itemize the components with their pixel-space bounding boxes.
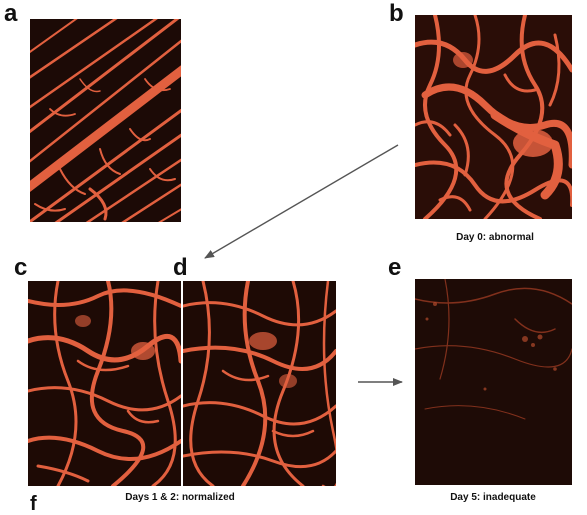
panel-letter-b: b — [389, 0, 404, 27]
micrograph-panel-d — [183, 281, 336, 486]
caption-panels-cd: Days 1 & 2: normalized — [125, 492, 235, 503]
normal-vasculature-image — [30, 19, 181, 222]
micrograph-panel-c — [28, 281, 181, 486]
caption-panel-e: Day 5: inadequate — [450, 492, 536, 503]
normalized-vasculature-image-d — [183, 281, 336, 486]
panel-letter-d: d — [173, 254, 188, 281]
diagonal-arrow-icon — [204, 144, 399, 259]
micrograph-panel-e — [415, 279, 572, 485]
caption-panel-b: Day 0: abnormal — [456, 232, 534, 243]
micrograph-panel-a — [30, 19, 181, 222]
inadequate-vasculature-image — [415, 279, 572, 485]
panel-letter-e: e — [388, 254, 402, 281]
panel-letter-f: f — [30, 493, 37, 515]
abnormal-vasculature-image — [415, 15, 572, 219]
panel-letter-a: a — [4, 0, 18, 27]
panel-letter-c: c — [14, 254, 28, 281]
normalized-vasculature-image-c — [28, 281, 181, 486]
micrograph-panel-b — [415, 15, 572, 219]
